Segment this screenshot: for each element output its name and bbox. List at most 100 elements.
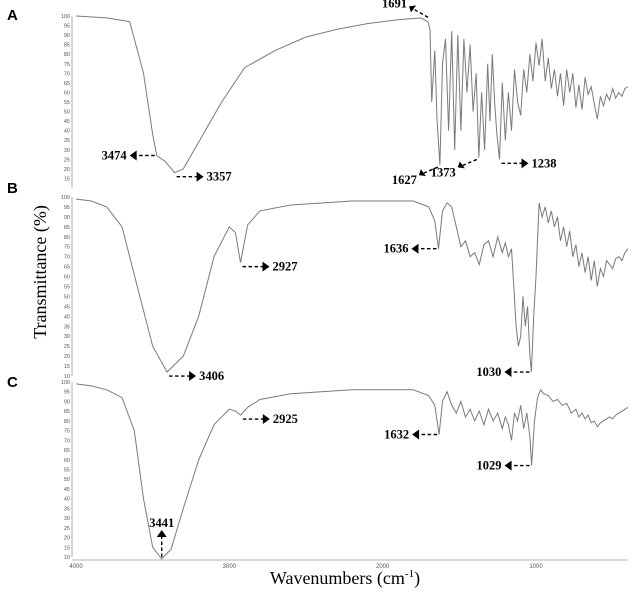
y-tick-label: 30: [64, 148, 70, 154]
y-tick-label: 60: [64, 458, 70, 464]
y-tick-label: 60: [64, 90, 70, 96]
x-tick-label: 3000: [223, 564, 237, 570]
y-tick-label: 50: [64, 477, 70, 483]
peak-annotation-1627: 1627: [392, 166, 439, 187]
y-tick-label: 90: [64, 215, 70, 221]
y-tick-label: 65: [64, 81, 70, 87]
y-tick-label: 100: [61, 380, 70, 386]
peak-label: 3441: [149, 516, 174, 530]
peak-annotation-2925: 2925: [242, 412, 298, 426]
peak-arrow-head: [262, 261, 270, 272]
y-tick-label: 40: [64, 314, 70, 320]
panel-c: C 100 95 90 85 80 75 70 65 60 55 50 45 40 35 30 25 20 15 10…: [7, 374, 629, 561]
peak-label: 3474: [102, 149, 128, 163]
y-tick-label: 85: [64, 43, 70, 49]
y-tick-label: 15: [64, 364, 70, 370]
y-tick-label: 10: [64, 555, 70, 561]
y-tick-label: 90: [64, 399, 70, 405]
y-tick-label: 25: [64, 526, 70, 532]
peak-annotation-2927: 2927: [242, 260, 298, 274]
spectrum-line-b: [75, 198, 629, 373]
y-tick-label: 65: [64, 265, 70, 271]
y-tick-label: 95: [64, 24, 70, 30]
y-tick-label: 85: [64, 225, 70, 231]
peak-arrow-head: [189, 371, 197, 382]
y-tick-label: 75: [64, 62, 70, 68]
y-tick-label: 25: [64, 344, 70, 350]
y-tick-label: 70: [64, 255, 70, 261]
peak-arrow-head: [411, 243, 419, 254]
y-tick-label: 20: [64, 354, 70, 360]
panel-letter: C: [7, 374, 18, 391]
peak-arrow-line: [413, 8, 429, 18]
panel-letter: B: [7, 180, 18, 197]
panel-a: A 100 95 90 85 80 75 70 65 60 55 50 45 40 35 30 25 20 15 34…: [7, 0, 629, 188]
y-tick-label: 45: [64, 487, 70, 493]
y-tick-label: 70: [64, 438, 70, 444]
peak-label: 1030: [476, 365, 501, 379]
peak-arrow-head: [156, 529, 167, 537]
peak-arrow-line: [462, 158, 478, 167]
peak-arrow-head: [412, 429, 420, 440]
peak-arrow-head: [418, 169, 426, 177]
peak-label: 3357: [207, 170, 232, 184]
peak-label: 1636: [383, 242, 408, 256]
spectrum-line-a: [75, 15, 629, 174]
y-tick-label: 100: [61, 195, 70, 201]
peak-annotation-1373: 1373: [431, 158, 478, 179]
y-tick-label: 50: [64, 110, 70, 116]
peak-arrow-head: [262, 414, 270, 425]
peak-label: 1373: [431, 165, 456, 179]
y-tick-label: 80: [64, 235, 70, 241]
y-tick-label: 55: [64, 285, 70, 291]
peak-arrow-head: [457, 161, 465, 169]
peak-arrow-head: [504, 460, 512, 471]
peak-annotation-1632: 1632: [384, 428, 438, 442]
peak-annotation-3406: 3406: [169, 369, 224, 383]
peak-label: 1691: [382, 0, 407, 10]
y-axis-title: Transmittance (%): [30, 205, 51, 339]
peak-annotation-3474: 3474: [102, 149, 155, 163]
y-tick-label: 30: [64, 516, 70, 522]
peak-label: 1632: [384, 428, 409, 442]
y-tick-label: 95: [64, 390, 70, 396]
y-tick-label: 85: [64, 409, 70, 415]
x-axis: 4000 3000 2000 1000: [69, 559, 628, 570]
y-tick-label: 20: [64, 536, 70, 542]
y-tick-label: 35: [64, 506, 70, 512]
peak-annotation-1030: 1030: [476, 365, 530, 379]
x-tick-label: 4000: [69, 564, 83, 570]
spectrum-line-c: [75, 383, 629, 560]
y-tick-label: 55: [64, 100, 70, 106]
peak-annotation-3357: 3357: [176, 170, 232, 184]
y-tick-label: 90: [64, 33, 70, 39]
panel-letter: A: [7, 7, 18, 24]
y-tick-label: 25: [64, 157, 70, 163]
y-tick-label: 50: [64, 294, 70, 300]
peak-label: 3406: [199, 369, 224, 383]
y-tick-label: 80: [64, 52, 70, 58]
peak-label: 1238: [532, 156, 557, 170]
panel-b: B 100 95 90 85 80 75 70 65 60 55 50 45 40 35 30 25 20 15 10…: [7, 180, 629, 383]
peak-label: 2927: [273, 260, 298, 274]
peak-annotation-1029: 1029: [477, 459, 530, 473]
y-tick-label: 40: [64, 129, 70, 135]
y-tick-label: 30: [64, 334, 70, 340]
y-tick-label: 40: [64, 497, 70, 503]
y-tick-label: 80: [64, 419, 70, 425]
y-tick-label: 15: [64, 176, 70, 182]
y-tick-label: 70: [64, 71, 70, 77]
peak-label: 2925: [273, 412, 298, 426]
x-axis-title: Wavenumbers (cm-1): [270, 568, 420, 589]
y-tick-label: 15: [64, 545, 70, 551]
peak-arrow-line: [423, 166, 439, 174]
x-tick-label: 1000: [529, 564, 543, 570]
peak-arrow-head: [196, 171, 204, 182]
spectra-panels: A 100 95 90 85 80 75 70 65 60 55 50 45 40 35 30 25 20 15 34…: [7, 0, 629, 561]
x-tick-label: 2000: [376, 564, 390, 570]
y-tick-label: 45: [64, 119, 70, 125]
y-tick-label: 60: [64, 275, 70, 281]
peak-arrow-head: [129, 150, 137, 161]
peak-arrow-head: [504, 367, 512, 378]
